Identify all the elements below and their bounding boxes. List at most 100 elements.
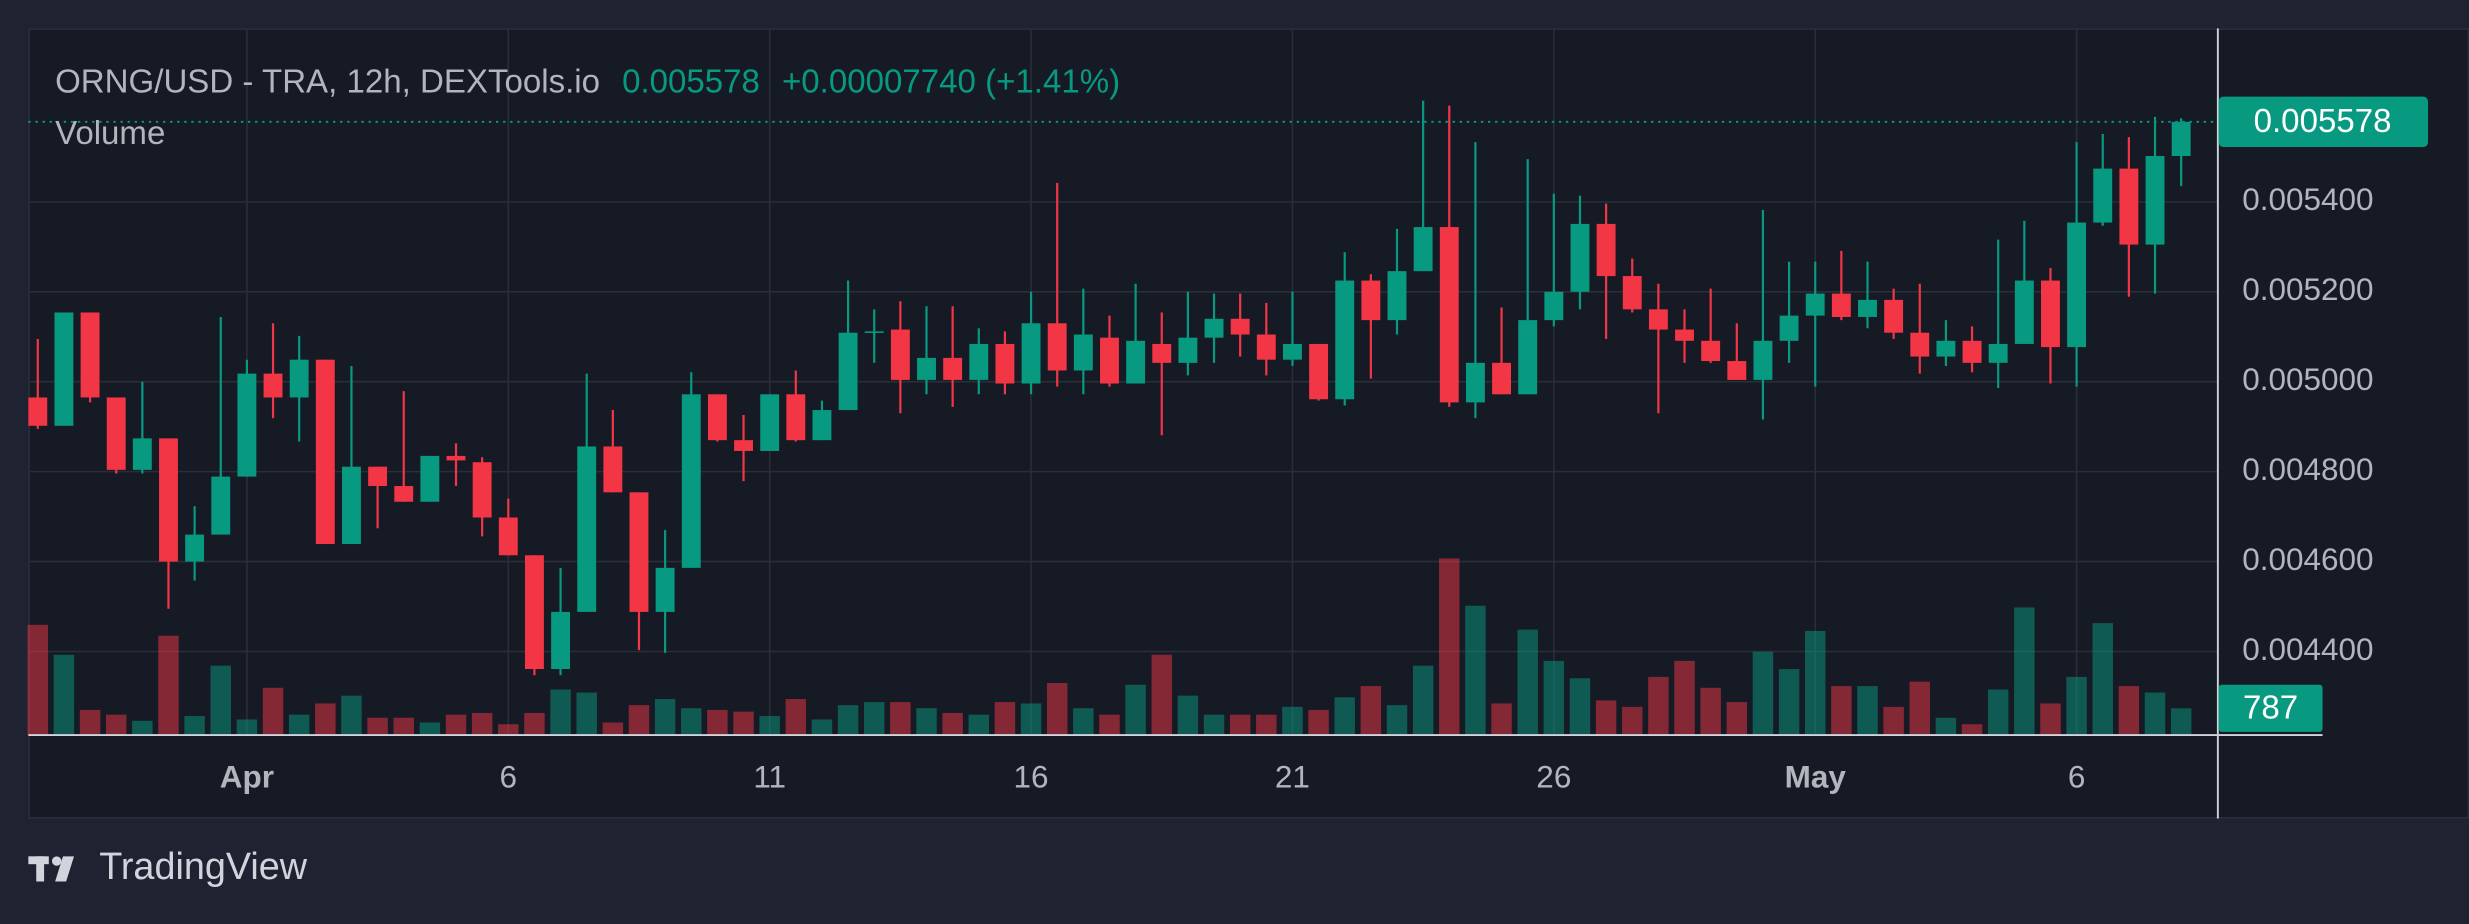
candle-body xyxy=(995,343,1015,384)
volume-bar xyxy=(1517,629,1538,736)
volume-bar xyxy=(1778,669,1800,736)
volume-bar xyxy=(367,717,388,736)
volume-bar xyxy=(2040,703,2061,736)
volume-bar xyxy=(837,705,859,736)
candle-body xyxy=(1021,323,1041,384)
y-tick-label: 0.005200 xyxy=(2242,272,2373,307)
x-tick-label: 11 xyxy=(753,759,786,794)
candle-body xyxy=(1282,343,1302,360)
volume-bar xyxy=(1935,717,1957,736)
price-change: +0.00007740 (+1.41%) xyxy=(782,63,1120,100)
volume-bar xyxy=(968,714,990,736)
volume-bar xyxy=(602,722,624,736)
candle-body xyxy=(1622,276,1642,310)
candle-body xyxy=(812,410,832,441)
candle-body xyxy=(498,517,518,556)
candle-body xyxy=(969,343,989,380)
candle-body xyxy=(1570,223,1590,292)
x-tick-label: 26 xyxy=(1536,759,1571,794)
candle-body xyxy=(917,357,936,380)
volume-bar xyxy=(1073,708,1094,736)
volume-bar xyxy=(1804,630,1826,736)
x-tick-label: Apr xyxy=(220,759,274,794)
volume-bar xyxy=(863,702,885,736)
candle-body xyxy=(80,312,100,398)
candle-body xyxy=(54,312,74,426)
brand-name: TradingView xyxy=(99,846,308,888)
volume-bar xyxy=(341,695,362,736)
candle-body xyxy=(1309,343,1329,400)
volume-bar xyxy=(1203,714,1225,736)
candle-body xyxy=(1858,299,1877,317)
candle-body xyxy=(1701,340,1721,362)
candle-body xyxy=(420,455,440,502)
candle-body xyxy=(1779,315,1799,341)
volume-bar xyxy=(1569,678,1591,736)
volume-bar xyxy=(1726,702,1748,736)
candle-body xyxy=(1335,280,1355,400)
candle-body xyxy=(629,492,649,612)
volume-bar xyxy=(994,702,1016,736)
candle-body xyxy=(263,373,283,398)
y-tick-label: 0.004400 xyxy=(2242,632,2373,667)
volume-bar xyxy=(1412,665,1434,736)
volume-tag xyxy=(2218,684,2323,732)
volume-bar xyxy=(1831,686,1852,736)
volume-bar xyxy=(184,716,205,736)
candle-body xyxy=(1936,340,1956,357)
candle-body xyxy=(707,394,727,441)
candle-body xyxy=(551,611,571,670)
volume-bar xyxy=(1674,660,1695,736)
volume-bar xyxy=(498,724,519,736)
candle-body xyxy=(1178,337,1198,363)
candle-body xyxy=(1492,362,1512,395)
axes-layer: 0.004400 0.004600 0.004800 0.005000 0.005200… xyxy=(28,96,2429,794)
y-tick-label: 0.004600 xyxy=(2242,542,2373,577)
volume-bar xyxy=(27,624,49,736)
candle-body xyxy=(106,397,126,470)
candle-body xyxy=(1805,293,1825,316)
volume-bar xyxy=(576,692,597,736)
candle-body xyxy=(237,373,257,477)
plot-area xyxy=(28,28,2469,819)
candle-body xyxy=(760,394,780,451)
volume-bar xyxy=(916,708,937,736)
volume-bar xyxy=(1308,709,1329,736)
candle-body xyxy=(1648,309,1668,330)
candle-body xyxy=(2067,222,2087,348)
volume-bar xyxy=(550,689,571,736)
volume-bar xyxy=(1151,654,1172,736)
volume-bar xyxy=(419,722,441,736)
brand-logo xyxy=(28,856,75,882)
last-price-tag xyxy=(2218,96,2429,148)
candle-body xyxy=(2119,168,2139,245)
volume-bar xyxy=(628,705,650,736)
volume-bar xyxy=(759,716,780,736)
volume-bar xyxy=(785,699,807,736)
volume-bar xyxy=(733,711,754,736)
candle-body xyxy=(342,466,361,545)
volume-bar xyxy=(654,699,676,736)
volume-label: 787 xyxy=(2243,690,2298,727)
volume-bar xyxy=(1543,660,1565,736)
candle-body xyxy=(185,534,205,562)
candle-body xyxy=(1073,334,1093,371)
candle-body xyxy=(1518,320,1538,395)
volume-bar xyxy=(1883,706,1904,736)
candle-body xyxy=(28,397,48,426)
last-price: 0.005578 xyxy=(622,63,760,100)
volume-bar xyxy=(2066,676,2087,736)
candle-body xyxy=(472,462,492,518)
volume-bar xyxy=(707,709,728,736)
legend-header: ORNG/USD - TRA, 12h, DEXTools.io 0.005578… xyxy=(55,63,1120,100)
volume-bar xyxy=(1282,706,1303,736)
candle-body xyxy=(943,357,963,380)
candle-body xyxy=(655,567,675,612)
candle-body xyxy=(2145,156,2165,245)
x-tick-label: 6 xyxy=(2068,759,2086,794)
candle-body xyxy=(368,466,388,487)
candle-body xyxy=(524,555,544,670)
volume-bar xyxy=(79,709,101,736)
candle-body xyxy=(132,438,152,470)
candle-body xyxy=(2014,280,2034,344)
